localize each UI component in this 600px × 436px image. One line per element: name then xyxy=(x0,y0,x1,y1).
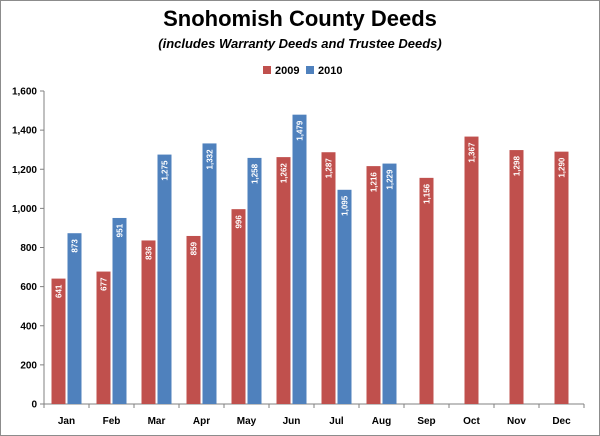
x-tick-label: Apr xyxy=(193,416,210,427)
x-tick-label: Dec xyxy=(552,416,571,427)
x-tick-label: Jul xyxy=(329,416,344,427)
x-tick-label: Aug xyxy=(372,416,391,427)
x-tick-label: Feb xyxy=(103,416,121,427)
bar-2009-aug xyxy=(366,166,381,404)
bar-2009-jun xyxy=(276,157,291,404)
data-label-2009-mar: 836 xyxy=(145,246,154,260)
bar-2009-mar xyxy=(141,240,156,404)
y-tick-label: 1,200 xyxy=(12,165,37,176)
data-label-2009-aug: 1,216 xyxy=(370,172,379,193)
bar-2009-jul xyxy=(321,152,336,404)
y-tick-label: 600 xyxy=(20,282,37,293)
y-tick-label: 1,600 xyxy=(12,87,37,98)
data-label-2010-feb: 951 xyxy=(116,223,125,237)
chart-bars xyxy=(51,114,569,405)
legend-swatch-2010 xyxy=(306,66,314,74)
chart-subtitle: (includes Warranty Deeds and Trustee Dee… xyxy=(158,36,442,51)
x-tick-label: Jun xyxy=(283,416,301,427)
y-tick-label: 1,400 xyxy=(12,126,37,137)
data-label-2009-jan: 641 xyxy=(55,284,64,298)
x-tick-label: Nov xyxy=(507,416,526,427)
bar-2010-may xyxy=(247,157,262,404)
legend-label-2010: 2010 xyxy=(318,65,342,77)
y-tick-label: 400 xyxy=(20,321,37,332)
x-tick-label: Oct xyxy=(463,416,480,427)
data-label-2009-apr: 859 xyxy=(190,241,199,255)
bar-2009-jan xyxy=(51,278,66,404)
bar-2009-apr xyxy=(186,235,201,404)
y-tick-label: 200 xyxy=(20,360,37,371)
bar-2010-jan xyxy=(67,233,82,404)
data-label-2009-nov: 1,298 xyxy=(513,156,522,177)
x-tick-label: May xyxy=(237,416,257,427)
data-label-2010-jul: 1,095 xyxy=(341,195,350,216)
bar-2010-aug xyxy=(382,163,397,404)
bar-2009-sep xyxy=(419,177,434,404)
bar-2009-oct xyxy=(464,136,479,404)
data-label-2009-dec: 1,290 xyxy=(558,157,567,178)
data-label-2009-feb: 677 xyxy=(100,277,109,291)
chart-legend: 2009 2010 xyxy=(263,65,342,77)
bar-2009-may xyxy=(231,209,246,404)
data-label-2009-jun: 1,262 xyxy=(280,163,289,184)
data-label-2010-mar: 1,275 xyxy=(161,160,170,181)
bar-2009-feb xyxy=(96,271,111,404)
legend-label-2009: 2009 xyxy=(275,65,299,77)
bar-2010-apr xyxy=(202,143,217,405)
data-label-2010-jun: 1,479 xyxy=(296,120,305,141)
bar-2009-dec xyxy=(554,151,569,404)
bar-2010-jun xyxy=(292,114,307,404)
data-label-2009-jul: 1,287 xyxy=(325,158,334,179)
y-tick-label: 800 xyxy=(20,243,37,254)
data-label-2010-apr: 1,332 xyxy=(206,149,215,170)
y-tick-label: 0 xyxy=(31,400,37,411)
data-label-2009-oct: 1,367 xyxy=(468,142,477,163)
data-label-2009-may: 996 xyxy=(235,215,244,229)
data-label-2010-jan: 873 xyxy=(71,239,80,253)
data-label-2009-sep: 1,156 xyxy=(423,183,432,204)
data-label-2010-aug: 1,229 xyxy=(386,169,395,190)
chart-axes: 0 200 400 600 800 1,000 1,200 1,400 1,600 Jan Feb M… xyxy=(12,87,585,427)
legend-swatch-2009 xyxy=(263,66,271,74)
bar-2009-nov xyxy=(509,150,524,404)
chart-title: Snohomish County Deeds xyxy=(163,6,437,31)
chart-data-labels: 641 677 836 859 996 1,262 1,287 1,216 1,156 1,367… xyxy=(55,120,567,298)
bar-2010-jul xyxy=(337,189,352,404)
bar-2010-mar xyxy=(157,154,172,404)
x-tick-label: Mar xyxy=(148,416,166,427)
bar-2010-feb xyxy=(112,217,127,404)
y-tick-label: 1,000 xyxy=(12,204,37,215)
x-tick-label: Sep xyxy=(417,416,435,427)
data-label-2010-may: 1,258 xyxy=(251,163,260,184)
x-tick-label: Jan xyxy=(58,416,75,427)
